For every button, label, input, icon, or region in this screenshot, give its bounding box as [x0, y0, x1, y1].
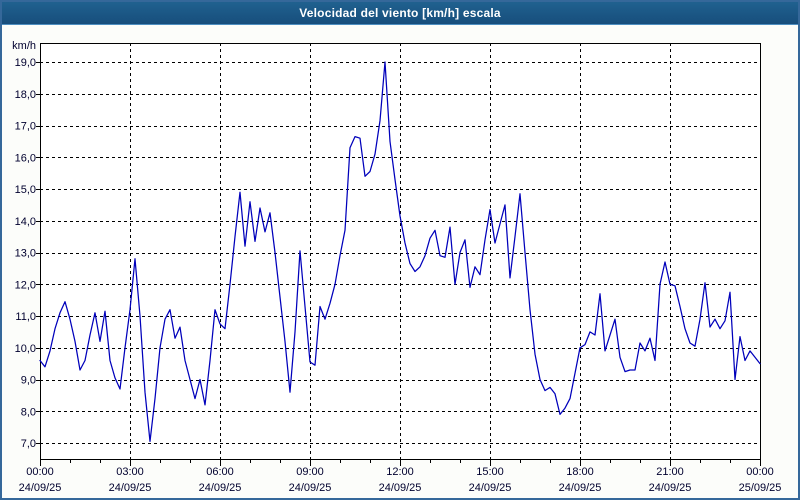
- x-tick-date-label: 24/09/25: [199, 482, 242, 494]
- y-tick-label: 17,0: [15, 121, 36, 133]
- window-titlebar: Velocidad del viento [km/h] escala: [2, 2, 798, 25]
- x-tick-time-label: 21:00: [656, 466, 684, 478]
- x-tick-time-label: 06:00: [206, 466, 234, 478]
- y-tick-label: 10,0: [15, 343, 36, 355]
- x-tick-date-label: 24/09/25: [109, 482, 152, 494]
- plot-background: [40, 43, 760, 459]
- x-tick-time-label: 03:00: [116, 466, 144, 478]
- x-tick-time-label: 18:00: [566, 466, 594, 478]
- x-tick-time-label: 15:00: [476, 466, 504, 478]
- wind-speed-chart: 19,0 18,0 17,0 16,0 15,0 14,0 13,0 12,0 11,0 10,0…: [12, 40, 782, 494]
- x-tick-time-label: 00:00: [26, 466, 54, 478]
- x-tick-date-label: 24/09/25: [469, 482, 512, 494]
- x-tick-date-label: 24/09/25: [649, 482, 692, 494]
- y-tick-label: 12,0: [15, 279, 36, 291]
- x-tick-date-label: 24/09/25: [19, 482, 62, 494]
- y-tick-label: 11,0: [15, 311, 36, 323]
- wind-speed-line: [39, 61, 761, 443]
- x-tick-time-label: 09:00: [296, 466, 324, 478]
- y-tick-label: 19,0: [15, 57, 36, 69]
- y-tick-label: 8,0: [21, 406, 36, 418]
- x-tick-time-label: 00:00: [746, 466, 774, 478]
- y-tick-label: 15,0: [15, 184, 36, 196]
- x-tick-date-label: 25/09/25: [739, 482, 782, 494]
- y-tick-label: 7,0: [21, 438, 36, 450]
- x-tick-date-label: 24/09/25: [289, 482, 332, 494]
- x-tick-time-label: 12:00: [386, 466, 414, 478]
- y-tick-label: 9,0: [21, 375, 36, 387]
- y-tick-label: 14,0: [15, 216, 36, 228]
- y-axis-unit-label: km/h: [12, 40, 36, 52]
- window-title: Velocidad del viento [km/h] escala: [299, 6, 501, 20]
- y-tick-label: 13,0: [15, 248, 36, 260]
- y-tick-label: 18,0: [15, 89, 36, 101]
- y-tick-label: 16,0: [15, 152, 36, 164]
- x-tick-date-label: 24/09/25: [559, 482, 602, 494]
- x-tick-date-label: 24/09/25: [379, 482, 422, 494]
